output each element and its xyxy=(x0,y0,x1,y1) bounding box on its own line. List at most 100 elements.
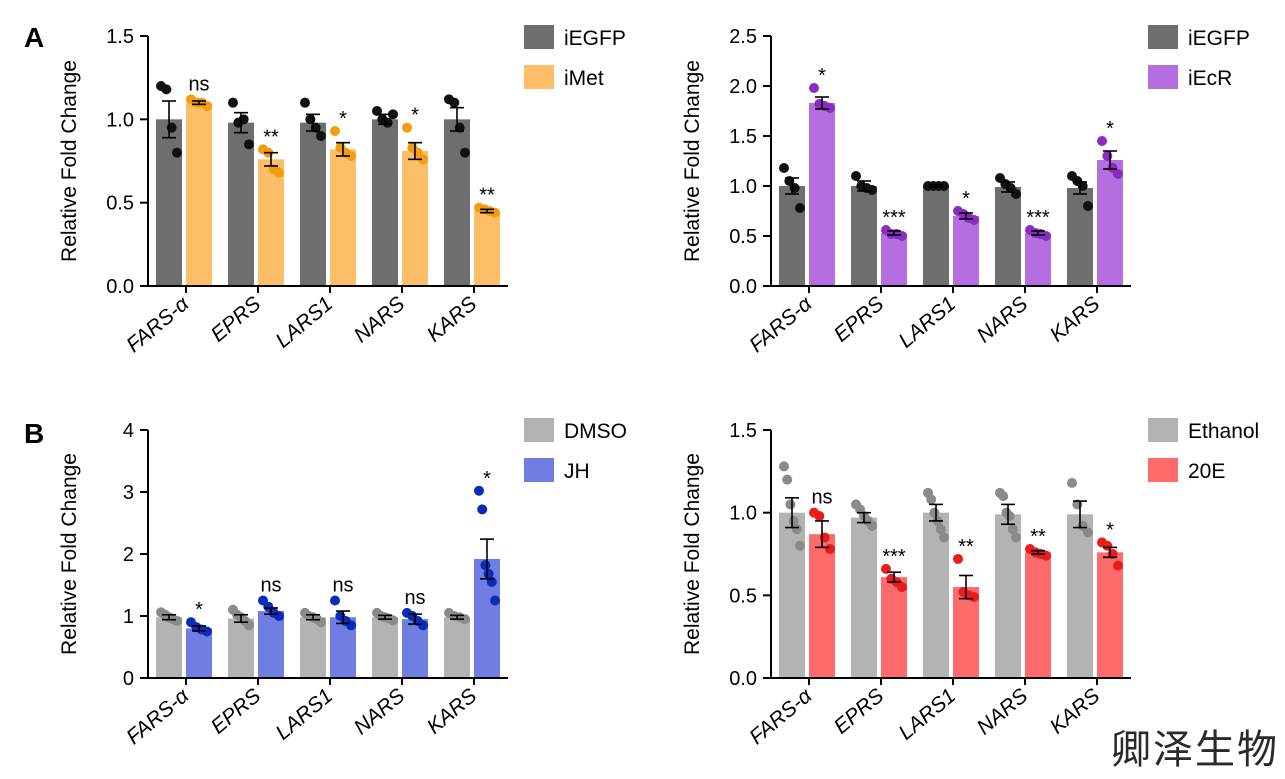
y-tick-label: 1 xyxy=(123,606,134,628)
legend-label: 20E xyxy=(1188,460,1225,483)
significance-label: ** xyxy=(958,536,974,558)
legend-swatch xyxy=(524,418,554,442)
x-tick-label: LARS1 xyxy=(894,292,960,352)
data-point xyxy=(953,553,963,564)
data-point xyxy=(935,524,946,535)
y-tick-label: 4 xyxy=(123,420,134,442)
legend-label: iMet xyxy=(564,67,604,90)
y-axis-label: Relative Fold Change xyxy=(58,453,81,655)
y-tick-label: 0 xyxy=(123,668,134,690)
data-point xyxy=(418,620,428,631)
data-point xyxy=(795,540,805,551)
data-point xyxy=(1083,527,1093,538)
data-point xyxy=(172,615,182,626)
y-axis-label: Relative Fold Change xyxy=(681,60,704,262)
data-point xyxy=(791,524,802,535)
data-point xyxy=(1011,189,1021,199)
bar-iegfp xyxy=(923,186,949,286)
data-point xyxy=(814,510,825,521)
bar-iecr xyxy=(809,103,835,286)
data-point xyxy=(449,97,460,108)
panel-letter-b: B xyxy=(24,418,44,449)
significance-label: ns xyxy=(332,575,353,597)
significance-label: * xyxy=(1106,519,1114,541)
significance-label: ** xyxy=(1030,526,1046,548)
data-point xyxy=(474,485,484,496)
significance-label: *** xyxy=(882,207,906,229)
y-tick-label: 3 xyxy=(123,482,134,504)
y-tick-label: 1.5 xyxy=(729,126,757,148)
legend-swatch xyxy=(524,65,554,89)
data-point xyxy=(897,231,907,241)
significance-label: ns xyxy=(188,73,209,95)
data-point xyxy=(228,97,238,108)
significance-label: ** xyxy=(479,185,495,207)
y-tick-label: 0.0 xyxy=(729,276,757,298)
y-tick-label: 1.5 xyxy=(106,26,134,48)
bar-jh xyxy=(258,611,284,678)
data-point xyxy=(460,614,470,625)
x-tick-label: FARS-α xyxy=(122,292,194,357)
data-point xyxy=(418,154,428,165)
y-tick-label: 2 xyxy=(123,544,134,566)
chart-2: * FARS-α *** EPRS * LARS1 *** NARS * KARS 0.0 0.5 1.… xyxy=(681,25,1250,357)
significance-label: *** xyxy=(1026,207,1050,229)
data-point xyxy=(1041,550,1051,561)
x-tick-label: EPRS xyxy=(207,292,266,346)
data-point xyxy=(825,103,835,113)
data-point xyxy=(782,474,793,485)
data-point xyxy=(490,595,500,606)
data-point xyxy=(939,181,949,191)
data-point xyxy=(998,491,1009,502)
data-point xyxy=(779,461,789,472)
data-point xyxy=(1113,560,1123,571)
bar-imet xyxy=(402,151,428,286)
data-point xyxy=(1067,477,1077,488)
bar-iegfp xyxy=(444,119,470,286)
y-axis-label: Relative Fold Change xyxy=(58,60,81,262)
data-point xyxy=(779,163,789,173)
data-point xyxy=(388,615,398,626)
y-tick-label: 0.0 xyxy=(729,668,757,690)
y-tick-label: 2.5 xyxy=(729,26,757,48)
y-tick-label: 0.5 xyxy=(729,585,757,607)
data-point xyxy=(244,139,254,150)
data-point xyxy=(388,109,398,120)
data-point xyxy=(274,167,284,178)
y-tick-label: 1.5 xyxy=(729,420,757,442)
data-point xyxy=(969,591,979,602)
significance-label: * xyxy=(411,105,419,127)
bar-dmso xyxy=(156,617,182,678)
x-tick-label: KARS xyxy=(423,292,482,346)
x-tick-label: KARS xyxy=(1046,292,1105,346)
legend-swatch xyxy=(1148,418,1178,442)
x-tick-label: NARS xyxy=(350,684,409,739)
legend-label: iEcR xyxy=(1188,67,1232,90)
bar-iegfp xyxy=(779,186,805,286)
bar-ethanol xyxy=(779,512,805,678)
x-tick-label: NARS xyxy=(973,292,1032,347)
significance-label: ns xyxy=(260,575,281,597)
data-point xyxy=(929,507,940,518)
data-point xyxy=(382,117,393,128)
data-point xyxy=(1113,169,1123,179)
data-point xyxy=(346,620,356,631)
legend-swatch xyxy=(1148,458,1178,482)
data-point xyxy=(851,171,861,181)
y-axis-label: Relative Fold Change xyxy=(681,453,704,655)
y-tick-label: 0.0 xyxy=(106,276,134,298)
significance-label: * xyxy=(483,468,491,490)
data-point xyxy=(330,126,340,136)
data-point xyxy=(867,520,877,531)
significance-label: * xyxy=(818,65,826,87)
data-point xyxy=(330,595,340,606)
x-tick-label: EPRS xyxy=(830,684,889,738)
x-tick-label: LARS1 xyxy=(894,684,960,744)
data-point xyxy=(1102,151,1113,161)
data-point xyxy=(1004,510,1015,521)
data-point xyxy=(867,185,877,195)
significance-label: * xyxy=(339,108,347,130)
bar-ethanol xyxy=(1067,514,1093,678)
significance-label: ns xyxy=(811,487,832,509)
data-point xyxy=(969,215,979,225)
